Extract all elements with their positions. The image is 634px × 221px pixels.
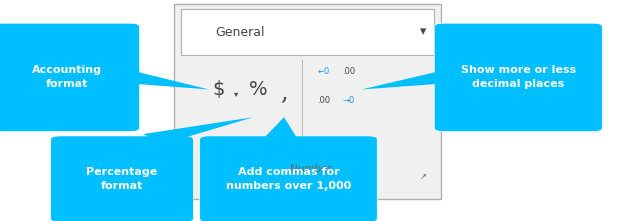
- Text: Accounting
format: Accounting format: [32, 65, 101, 89]
- Text: ▾: ▾: [420, 26, 427, 38]
- Text: $: $: [212, 80, 225, 99]
- Text: .00: .00: [317, 96, 330, 105]
- Text: General: General: [216, 26, 265, 38]
- Text: →0: →0: [342, 96, 355, 105]
- Text: ▾: ▾: [234, 90, 238, 98]
- Text: Number: Number: [290, 164, 332, 174]
- FancyBboxPatch shape: [174, 4, 441, 199]
- FancyBboxPatch shape: [434, 23, 602, 131]
- Text: ↗: ↗: [420, 172, 427, 181]
- FancyBboxPatch shape: [0, 23, 139, 131]
- FancyBboxPatch shape: [51, 136, 193, 221]
- FancyBboxPatch shape: [181, 9, 434, 55]
- Text: ←0: ←0: [317, 67, 330, 76]
- Text: %: %: [249, 80, 268, 99]
- Text: Percentage
format: Percentage format: [86, 167, 158, 191]
- Polygon shape: [361, 72, 451, 90]
- Text: .00: .00: [342, 67, 355, 76]
- FancyBboxPatch shape: [200, 136, 377, 221]
- Polygon shape: [123, 72, 209, 90]
- Text: Show more or less
decimal places: Show more or less decimal places: [461, 65, 576, 89]
- Text: ,: ,: [280, 82, 288, 105]
- Polygon shape: [263, 117, 298, 140]
- Text: Add commas for
numbers over 1,000: Add commas for numbers over 1,000: [226, 167, 351, 191]
- Polygon shape: [143, 117, 254, 144]
